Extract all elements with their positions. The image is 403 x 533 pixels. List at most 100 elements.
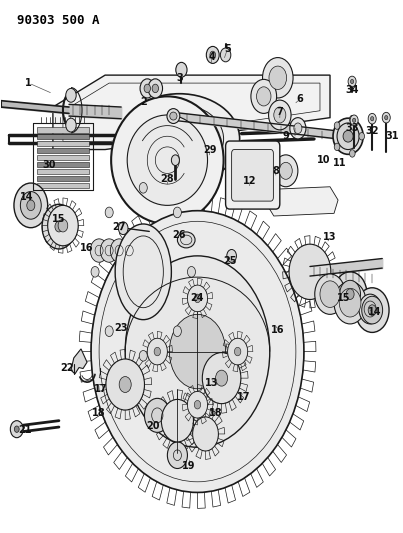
Text: 4: 4 <box>208 52 215 61</box>
Polygon shape <box>37 134 89 140</box>
Circle shape <box>140 79 154 98</box>
Circle shape <box>91 266 99 277</box>
Circle shape <box>235 348 241 356</box>
Ellipse shape <box>167 109 180 124</box>
Text: 5: 5 <box>224 44 231 53</box>
Text: 18: 18 <box>209 408 222 418</box>
Text: 15: 15 <box>337 293 351 303</box>
Circle shape <box>58 219 68 232</box>
FancyBboxPatch shape <box>226 141 280 209</box>
Circle shape <box>90 239 108 262</box>
Ellipse shape <box>127 115 208 205</box>
Circle shape <box>269 66 287 90</box>
Circle shape <box>349 150 355 157</box>
Circle shape <box>161 399 193 442</box>
Polygon shape <box>37 127 89 133</box>
Ellipse shape <box>111 96 224 224</box>
Circle shape <box>15 426 19 432</box>
Circle shape <box>55 221 63 232</box>
Text: 30: 30 <box>42 160 56 171</box>
Circle shape <box>274 107 286 123</box>
Text: 15: 15 <box>52 214 66 224</box>
Polygon shape <box>266 187 338 216</box>
Circle shape <box>351 79 354 84</box>
Text: 19: 19 <box>182 461 195 471</box>
Circle shape <box>144 84 150 93</box>
Circle shape <box>194 294 201 303</box>
Text: 22: 22 <box>60 362 74 373</box>
Circle shape <box>340 280 361 308</box>
Text: 21: 21 <box>18 425 31 435</box>
Circle shape <box>339 288 361 317</box>
Circle shape <box>348 76 356 87</box>
Ellipse shape <box>177 232 195 248</box>
Circle shape <box>42 204 76 249</box>
Text: 2: 2 <box>140 96 147 107</box>
Circle shape <box>364 301 376 317</box>
Circle shape <box>48 205 78 246</box>
Circle shape <box>106 359 144 410</box>
Circle shape <box>105 207 113 218</box>
Polygon shape <box>71 349 87 374</box>
Text: 14: 14 <box>368 306 381 317</box>
Circle shape <box>141 277 254 426</box>
Circle shape <box>294 123 302 134</box>
Circle shape <box>171 155 179 165</box>
Circle shape <box>359 294 381 324</box>
Text: 24: 24 <box>191 293 204 303</box>
Circle shape <box>147 338 167 365</box>
Polygon shape <box>37 148 89 154</box>
Circle shape <box>220 48 231 62</box>
Text: 25: 25 <box>223 256 237 266</box>
Circle shape <box>148 79 162 98</box>
Circle shape <box>21 191 41 219</box>
Ellipse shape <box>119 94 240 184</box>
Circle shape <box>152 84 158 93</box>
Text: 17: 17 <box>237 392 250 402</box>
Circle shape <box>206 46 219 63</box>
Circle shape <box>120 239 138 262</box>
Polygon shape <box>37 175 89 181</box>
Circle shape <box>66 88 76 102</box>
Text: 6: 6 <box>297 94 303 104</box>
Circle shape <box>167 442 187 469</box>
Circle shape <box>279 163 292 179</box>
Text: 9: 9 <box>283 131 289 141</box>
Circle shape <box>169 314 226 389</box>
Text: 31: 31 <box>386 131 399 141</box>
Circle shape <box>187 391 208 418</box>
Circle shape <box>139 351 147 361</box>
Circle shape <box>320 281 340 308</box>
Circle shape <box>216 370 228 386</box>
Circle shape <box>100 239 118 262</box>
Ellipse shape <box>337 123 359 150</box>
Ellipse shape <box>343 131 353 142</box>
Circle shape <box>173 326 181 336</box>
Polygon shape <box>37 155 89 160</box>
Circle shape <box>105 326 113 336</box>
Circle shape <box>262 58 293 98</box>
Circle shape <box>334 122 340 130</box>
Circle shape <box>227 249 237 262</box>
Text: 20: 20 <box>147 421 160 431</box>
Circle shape <box>119 376 131 392</box>
Text: 16: 16 <box>271 325 285 335</box>
Circle shape <box>257 87 271 106</box>
Ellipse shape <box>333 118 363 155</box>
Text: 12: 12 <box>243 176 256 187</box>
Circle shape <box>349 115 355 123</box>
Circle shape <box>194 400 201 409</box>
Circle shape <box>289 244 331 300</box>
Circle shape <box>27 200 35 211</box>
Text: 18: 18 <box>92 408 106 418</box>
Polygon shape <box>37 182 89 188</box>
Text: 3: 3 <box>176 73 183 83</box>
Circle shape <box>315 274 345 314</box>
Text: 27: 27 <box>112 222 126 232</box>
Text: 16: 16 <box>80 243 94 253</box>
Circle shape <box>118 222 128 235</box>
Polygon shape <box>37 141 89 147</box>
Circle shape <box>274 155 298 187</box>
Circle shape <box>359 133 365 140</box>
Circle shape <box>355 288 389 333</box>
